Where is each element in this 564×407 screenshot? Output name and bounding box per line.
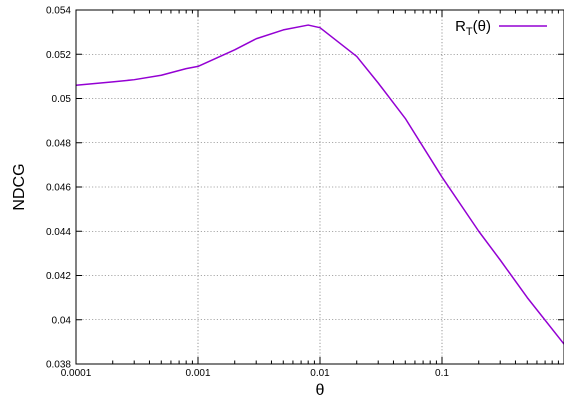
x-tick-label: 0.01 [310,368,330,379]
x-tick-label: 0.1 [435,368,449,379]
y-tick-label: 0.052 [46,50,71,61]
y-tick-label: 0.05 [52,94,72,105]
axis-ticks: 0.038 0.04 0.042 0.044 0.046 0.048 0.05 0.052 0.… [46,6,564,379]
legend-label-main: R [455,18,466,35]
y-tick-label: 0.054 [46,6,71,17]
x-axis-title: θ [316,382,325,399]
series-line [75,24,564,345]
legend-label: RT(θ) [455,18,491,38]
y-tick-label: 0.042 [46,271,71,282]
legend-label-tail: (θ) [473,18,491,35]
y-tick-label: 0.04 [52,315,72,326]
legend: RT(θ) [455,18,547,38]
series-layer [75,24,564,345]
y-tick-label: 0.048 [46,138,71,149]
legend-label-subscript: T [466,26,473,38]
y-tick-label: 0.044 [46,227,71,238]
x-tick-label: 0.001 [185,368,210,379]
grid-lines [76,10,564,364]
x-tick-label: 0.0001 [61,368,92,379]
y-tick-label: 0.046 [46,183,71,194]
y-tick-label: 0.038 [46,360,71,371]
y-axis-title: NDCG [11,163,28,210]
